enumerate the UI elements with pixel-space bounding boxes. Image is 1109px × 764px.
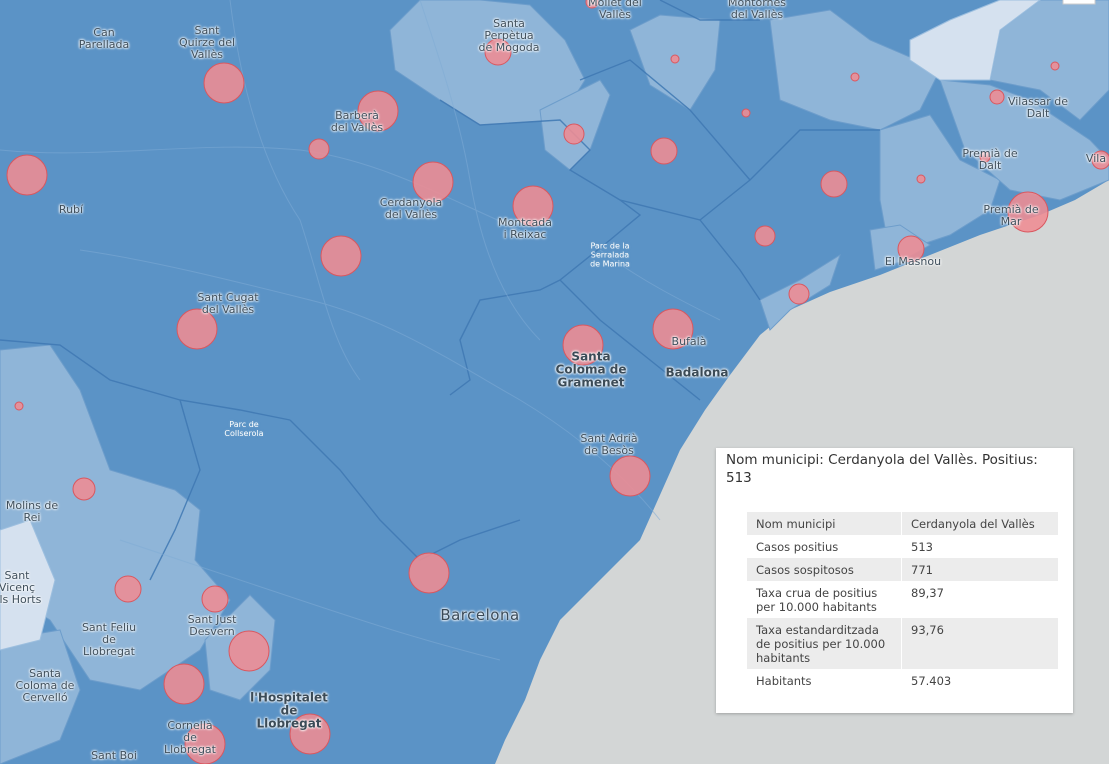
bubble[interactable] <box>484 38 512 66</box>
place-vilassar: Vilassar de Dalt <box>1007 95 1069 120</box>
popup-attribute-table: Nom municipi Cerdanyola del Vallès Casos… <box>747 512 1058 692</box>
bubble[interactable] <box>289 713 331 755</box>
bubble[interactable] <box>114 575 142 603</box>
municipal-boundaries <box>0 0 880 581</box>
bubble[interactable] <box>897 235 925 263</box>
table-row: Casos positius 513 <box>747 535 1058 558</box>
bubble[interactable] <box>412 161 454 203</box>
park-serralada: Parc de la Serralada de Marina <box>590 241 630 269</box>
bubble[interactable] <box>788 283 810 305</box>
place-can-parellada: Can Parellada <box>78 26 130 51</box>
attribute-key: Nom municipi <box>747 512 902 535</box>
attribute-key: Taxa estandarditzada de positius per 10.… <box>747 618 902 669</box>
place-sant-boi: Sant Boi <box>91 749 137 762</box>
place-premia-mar: Premià de Mar <box>983 203 1039 228</box>
bubble[interactable] <box>850 72 860 82</box>
bubble[interactable] <box>201 585 229 613</box>
bubble[interactable] <box>916 174 926 184</box>
bubble[interactable] <box>176 308 218 350</box>
place-santa-coloma-cervello: Santa Coloma de Cervelló <box>15 667 75 704</box>
table-row: Nom municipi Cerdanyola del Vallès <box>747 512 1058 535</box>
bubble[interactable] <box>609 455 651 497</box>
attribute-key: Casos sospitosos <box>747 558 902 581</box>
place-sant-adria: Sant Adrià de Besòs <box>580 432 638 457</box>
place-sant-cugat: Sant Cugat del Vallès <box>197 291 259 316</box>
place-hospitalet: l'Hospitalet de Llobregat <box>250 690 328 731</box>
place-santa-coloma-gramenet: Santa Coloma de Gramenet <box>555 349 627 390</box>
place-premia-dalt: Premià de Dalt <box>962 147 1018 172</box>
place-sant-vicenc: Sant Vicenç els Horts <box>0 569 42 606</box>
attribute-value: 771 <box>901 558 1058 581</box>
bubble[interactable] <box>203 62 245 104</box>
feature-popup: Nom municipi: Cerdanyola del Vallès. Pos… <box>716 448 1073 713</box>
attribute-key: Casos positius <box>747 535 902 558</box>
table-row: Taxa estandarditzada de positius per 10.… <box>747 618 1058 669</box>
bubble[interactable] <box>14 401 24 411</box>
bubble[interactable] <box>1050 61 1060 71</box>
bubble[interactable] <box>563 123 585 145</box>
attribute-value: 93,76 <box>901 618 1058 669</box>
bubble[interactable] <box>163 663 205 705</box>
popup-title: Nom municipi: Cerdanyola del Vallès. Pos… <box>726 452 1038 486</box>
road-texture <box>0 0 721 661</box>
attribute-key: Taxa crua de positius per 10.000 habitan… <box>747 581 902 618</box>
place-badalona: Badalona <box>665 365 729 380</box>
attribute-key: Habitants <box>747 669 902 692</box>
place-vila: Vila <box>1085 152 1107 165</box>
table-row: Casos sospitosos 771 <box>747 558 1058 581</box>
place-el-masnou: El Masnou <box>884 255 942 268</box>
table-row: Taxa crua de positius per 10.000 habitan… <box>747 581 1058 618</box>
bubble[interactable] <box>652 308 694 350</box>
place-sant-quirze: Sant Quirze del Vallès <box>178 24 236 61</box>
attribute-value: 513 <box>901 535 1058 558</box>
bubble[interactable] <box>820 170 848 198</box>
place-sant-just: Sant Just Desvern <box>187 613 237 638</box>
bubble[interactable] <box>1091 150 1109 170</box>
bubble[interactable] <box>308 138 330 160</box>
place-rubi: Rubí <box>58 203 84 216</box>
bubble[interactable] <box>1007 191 1049 233</box>
bubble[interactable] <box>741 108 751 118</box>
bubble[interactable] <box>408 552 450 594</box>
bubble[interactable] <box>670 54 680 64</box>
bubble[interactable] <box>72 477 96 501</box>
place-molins: Molins de Rei <box>5 499 59 524</box>
bubble[interactable] <box>650 137 678 165</box>
place-santa-perpetua: Santa Perpètua de Mogoda <box>478 17 540 54</box>
bubble[interactable] <box>754 225 776 247</box>
bubble[interactable] <box>562 324 604 366</box>
bubble[interactable] <box>357 90 399 132</box>
place-barbera: Barberà del Vallès <box>330 109 384 134</box>
place-montcada: Montcada i Reixac <box>497 216 553 241</box>
place-mollet: Mollet del Vallès <box>588 0 642 21</box>
place-montornes: Montornès del Vallès <box>727 0 787 21</box>
choropleth-light-regions <box>0 0 1041 651</box>
bubble[interactable] <box>979 151 991 163</box>
table-row: Habitants 57.403 <box>747 669 1058 692</box>
bubble[interactable] <box>228 630 270 672</box>
park-collserola: Parc de Collserola <box>224 420 264 438</box>
case-bubbles <box>6 0 1109 764</box>
attribute-value: 89,37 <box>901 581 1058 618</box>
map-control-button[interactable] <box>1062 0 1096 5</box>
place-barcelona: Barcelona <box>440 606 520 624</box>
place-cerdanyola: Cerdanyola del Vallès <box>379 196 443 221</box>
attribute-value: 57.403 <box>901 669 1058 692</box>
bubble[interactable] <box>512 185 554 227</box>
bubble[interactable] <box>320 235 362 277</box>
bubble[interactable] <box>6 154 48 196</box>
place-cornella: Cornellà de Llobregat <box>164 719 216 756</box>
bubble[interactable] <box>585 0 599 9</box>
bubble[interactable] <box>184 723 226 764</box>
attribute-value: Cerdanyola del Vallès <box>901 512 1058 535</box>
place-sant-feliu: Sant Feliu de Llobregat <box>81 621 137 658</box>
place-bufala: Bufalà <box>671 335 707 348</box>
bubble[interactable] <box>989 89 1005 105</box>
